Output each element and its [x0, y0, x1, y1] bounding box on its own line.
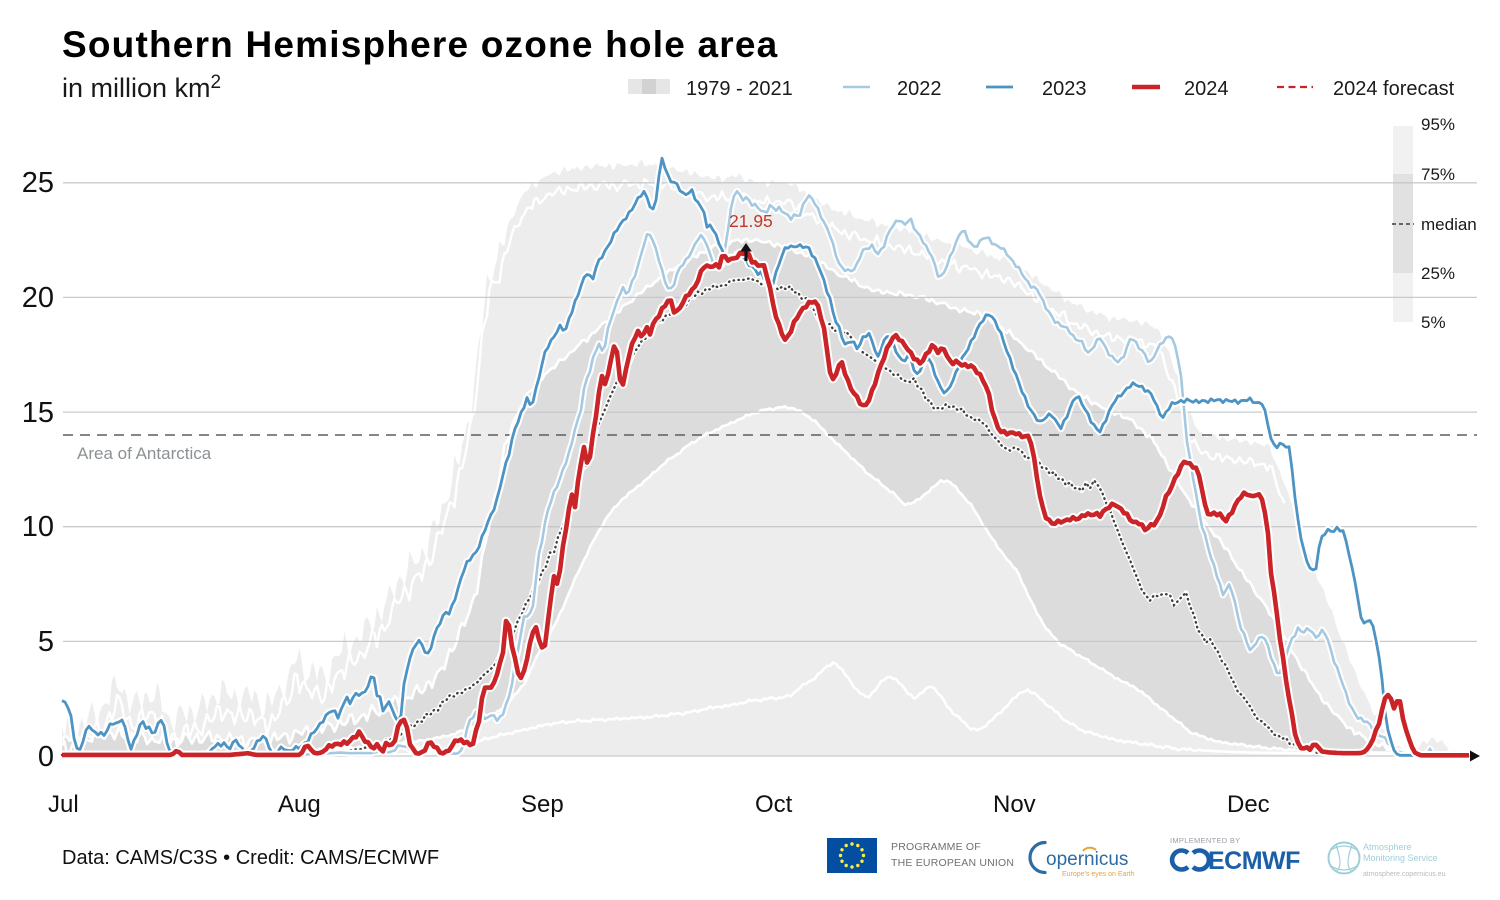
svg-text:Area of Antarctica: Area of Antarctica [77, 444, 212, 463]
svg-text:15: 15 [22, 397, 54, 429]
svg-text:THE EUROPEAN UNION: THE EUROPEAN UNION [891, 857, 1014, 869]
svg-text:Europe's eyes on Earth: Europe's eyes on Earth [1062, 871, 1135, 878]
svg-text:20: 20 [22, 282, 54, 314]
svg-text:Atmosphere: Atmosphere [1363, 842, 1412, 852]
svg-text:1979 - 2021: 1979 - 2021 [686, 78, 793, 100]
svg-text:5%: 5% [1421, 313, 1446, 332]
svg-text:Aug: Aug [278, 791, 321, 818]
svg-text:95%: 95% [1421, 115, 1455, 134]
svg-text:PROGRAMME OF: PROGRAMME OF [891, 841, 981, 853]
svg-text:Jul: Jul [48, 791, 79, 818]
svg-text:ECMWF: ECMWF [1208, 847, 1300, 875]
svg-text:atmosphere.copernicus.eu: atmosphere.copernicus.eu [1363, 871, 1446, 878]
svg-text:Nov: Nov [993, 791, 1036, 818]
svg-text:2024: 2024 [1184, 78, 1229, 100]
svg-text:25: 25 [22, 167, 54, 199]
svg-text:5: 5 [38, 626, 54, 658]
svg-text:opernicus: opernicus [1046, 849, 1128, 870]
svg-text:Oct: Oct [755, 791, 793, 818]
svg-text:75%: 75% [1421, 165, 1455, 184]
svg-text:Monitoring Service: Monitoring Service [1363, 853, 1438, 863]
svg-text:Sep: Sep [521, 791, 564, 818]
svg-text:0: 0 [38, 741, 54, 773]
svg-text:2023: 2023 [1042, 78, 1087, 100]
svg-text:2022: 2022 [897, 78, 942, 100]
svg-text:median: median [1421, 215, 1477, 234]
svg-text:Data: CAMS/C3S • Credit: CAMS/: Data: CAMS/C3S • Credit: CAMS/ECMWF [62, 847, 439, 869]
svg-text:25%: 25% [1421, 264, 1455, 283]
svg-text:Dec: Dec [1227, 791, 1270, 818]
svg-text:in million km2: in million km2 [62, 72, 221, 103]
svg-text:10: 10 [22, 511, 54, 543]
svg-text:21.95: 21.95 [729, 211, 773, 231]
svg-text:2024 forecast: 2024 forecast [1333, 78, 1455, 100]
svg-text:Southern Hemisphere ozone hole: Southern Hemisphere ozone hole area [62, 24, 778, 65]
svg-text:IMPLEMENTED BY: IMPLEMENTED BY [1170, 836, 1240, 845]
